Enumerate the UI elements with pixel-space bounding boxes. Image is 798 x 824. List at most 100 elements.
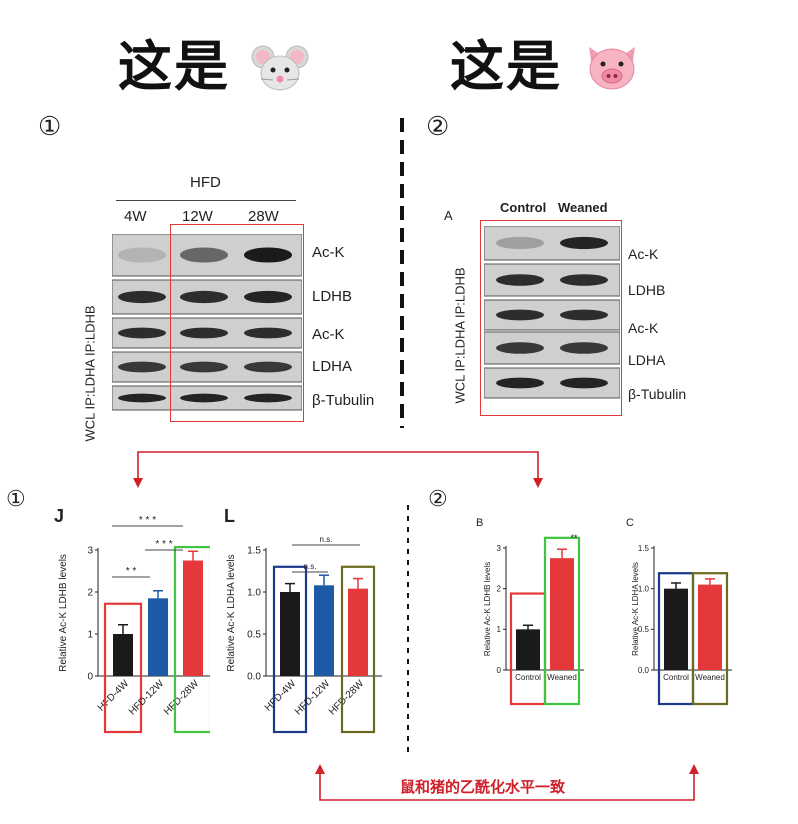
side-label: WCL bbox=[452, 375, 468, 404]
y-tick-label: 2 bbox=[497, 584, 502, 593]
blot-band bbox=[180, 247, 228, 263]
mouse-western-blot: HFD 4W 12W 28W Ac-K LDHB Ac-K LDHA β-Tub… bbox=[70, 168, 400, 442]
y-axis-label: Relative Ac-K LDHB levels bbox=[58, 554, 69, 672]
lane-label: 12W bbox=[182, 208, 213, 225]
bar bbox=[698, 584, 722, 670]
blot-band bbox=[180, 393, 228, 403]
category-label: Control bbox=[663, 673, 689, 682]
category-label: Control bbox=[515, 673, 541, 682]
y-tick-label: 1 bbox=[497, 625, 502, 634]
side-label-group: WCL IP:LDHA IP:LDHB bbox=[452, 224, 468, 404]
bottom-divider bbox=[407, 505, 409, 755]
pig-blot-image bbox=[484, 226, 620, 399]
blot-band bbox=[118, 290, 166, 304]
pig-western-blot: A Control Weaned Ac-K LDHB Ac-K LDHA β-T… bbox=[440, 196, 740, 426]
side-label: WCL bbox=[82, 413, 98, 442]
blot-band bbox=[118, 327, 166, 339]
blot-band bbox=[560, 236, 608, 250]
blot-band bbox=[244, 393, 292, 403]
highlight-box bbox=[103, 602, 143, 734]
y-tick-label: 3 bbox=[87, 546, 93, 557]
arrow-head-icon bbox=[315, 764, 325, 774]
red-highlight-box bbox=[170, 224, 304, 422]
category-label: Weaned bbox=[547, 673, 577, 682]
mouse-emoji-icon bbox=[251, 45, 309, 98]
blot-band bbox=[244, 247, 292, 263]
band-label: LDHA bbox=[628, 352, 666, 368]
panel-marker-2-bottom: ② bbox=[428, 487, 448, 512]
lane-label: Control bbox=[500, 200, 547, 215]
band-label: Ac-K bbox=[312, 244, 345, 261]
band-label: LDHB bbox=[312, 288, 353, 305]
y-tick-label: 0.5 bbox=[638, 625, 650, 634]
significance-label: * * * bbox=[139, 515, 156, 526]
bottom-caption: 鼠和猪的乙酰化水平一致 bbox=[400, 778, 566, 796]
y-tick-label: 0 bbox=[497, 666, 502, 675]
category-label: HFD-4W bbox=[96, 678, 132, 714]
bar bbox=[113, 634, 133, 676]
band-label: LDHB bbox=[628, 282, 666, 298]
blot-band bbox=[496, 377, 544, 389]
blot-band bbox=[496, 236, 544, 250]
pig-title-text: 这是 bbox=[450, 35, 562, 98]
significance-label: n.s. bbox=[320, 535, 333, 544]
hfd-group-line bbox=[116, 200, 296, 201]
y-tick-label: 1.0 bbox=[638, 584, 650, 593]
blot-band bbox=[496, 309, 544, 321]
side-label-group: WCL IP:LDHA IP:LDHB bbox=[82, 282, 98, 442]
chart-panel-c: 0.0 0.5 1.0 1.5 Relative Ac-K LDHA levels C Co… bbox=[626, 517, 732, 706]
bar bbox=[664, 588, 688, 670]
panel-marker-1: ① bbox=[38, 112, 62, 142]
significance-label: * * * bbox=[155, 539, 172, 550]
y-tick-label: 1.0 bbox=[247, 588, 261, 599]
panel-letter: J bbox=[54, 506, 64, 526]
lane-label: Weaned bbox=[558, 200, 608, 215]
side-label: IP:LDHB bbox=[452, 267, 468, 318]
y-axis-label: Relative Ac-K LDHA levels bbox=[226, 554, 237, 671]
band-label: β-Tubulin bbox=[628, 386, 687, 402]
y-tick-label: 3 bbox=[497, 544, 502, 553]
y-tick-label: 1.5 bbox=[247, 546, 261, 557]
side-label: IP:LDHB bbox=[82, 305, 98, 356]
y-tick-label: 0.5 bbox=[247, 630, 261, 641]
band-label: Ac-K bbox=[312, 326, 345, 343]
bar bbox=[550, 558, 574, 670]
panel-marker-2: ② bbox=[426, 112, 450, 142]
red-highlight-box bbox=[480, 220, 622, 416]
panel-letter: C bbox=[626, 517, 634, 529]
blot-band bbox=[180, 290, 228, 304]
blot-band bbox=[496, 274, 544, 286]
chart-panel-l: 0.0 0.5 1.0 1.5 Relative Ac-K LDHA levels L HF… bbox=[224, 506, 382, 734]
arrow-head-icon bbox=[133, 478, 143, 488]
side-label: IP:LDHA bbox=[82, 359, 98, 410]
hfd-group-label: HFD bbox=[190, 174, 221, 191]
y-axis-label: Relative Ac-K LDHB levels bbox=[483, 562, 492, 656]
panel-letter: B bbox=[476, 517, 483, 529]
y-tick-label: 2 bbox=[87, 588, 93, 599]
blot-band bbox=[244, 290, 292, 304]
blot-band bbox=[560, 309, 608, 321]
panel-marker-1-bottom: ① bbox=[6, 487, 26, 512]
significance-label: ** bbox=[570, 533, 578, 543]
blot-band bbox=[560, 342, 608, 354]
category-label: HFD-28W bbox=[162, 678, 202, 718]
y-tick-label: 0.0 bbox=[638, 666, 650, 675]
blot-band bbox=[118, 393, 166, 403]
side-label: IP:LDHA bbox=[452, 321, 468, 372]
top-divider bbox=[400, 118, 404, 428]
y-tick-label: 1.5 bbox=[638, 544, 650, 553]
blot-band bbox=[180, 361, 228, 373]
band-label: LDHA bbox=[312, 358, 353, 375]
bar bbox=[280, 592, 300, 676]
y-axis-label: Relative Ac-K LDHA levels bbox=[631, 562, 640, 656]
panel-letter: L bbox=[224, 506, 235, 526]
y-tick-label: 0 bbox=[87, 672, 93, 683]
pig-title: 这是 bbox=[450, 22, 641, 101]
category-label: HFD-12W bbox=[293, 678, 333, 718]
chart-panel-b: 0 1 2 3 Relative Ac-K LDHB levels B Control Wea… bbox=[476, 517, 584, 706]
highlight-box bbox=[340, 565, 376, 734]
blot-band bbox=[244, 327, 292, 339]
arrow-head-icon bbox=[533, 478, 543, 488]
arrow-head-icon bbox=[689, 764, 699, 774]
